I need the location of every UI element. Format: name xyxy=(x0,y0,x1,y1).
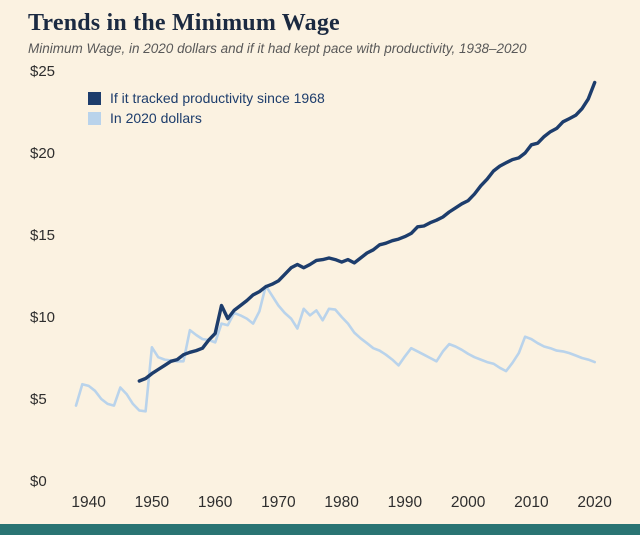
series-line-if-it-tracked-productivity-since-1968 xyxy=(137,80,597,383)
x-tick-label: 1970 xyxy=(261,494,296,511)
x-tick-label: 2010 xyxy=(514,494,549,511)
legend-label: In 2020 dollars xyxy=(110,110,202,126)
legend-item-2020-dollars: In 2020 dollars xyxy=(88,110,325,126)
chart-header: Trends in the Minimum Wage Minimum Wage,… xyxy=(0,0,640,56)
legend-label: If it tracked productivity since 1968 xyxy=(110,90,325,106)
x-tick-label: 1960 xyxy=(198,494,233,511)
y-tick-label: $10 xyxy=(30,309,55,326)
legend-swatch xyxy=(88,91,101,105)
x-tick-label: 2000 xyxy=(451,494,486,511)
chart-subtitle: Minimum Wage, in 2020 dollars and if it … xyxy=(28,41,527,56)
y-tick-label: $5 xyxy=(30,391,47,408)
chart-legend: If it tracked productivity since 1968 In… xyxy=(88,90,325,126)
x-tick-label: 1940 xyxy=(71,494,106,511)
y-tick-label: $0 xyxy=(30,473,47,490)
footer-accent-bar xyxy=(0,524,640,535)
series-line-in-2020-dollars xyxy=(74,284,597,413)
x-tick-label: 2020 xyxy=(577,494,612,511)
page-title: Trends in the Minimum Wage xyxy=(28,10,340,36)
x-tick-label: 1990 xyxy=(388,494,423,511)
y-tick-label: $25 xyxy=(30,63,55,80)
line-chart: $0 $5 $10 $15 $20 $25 1940 1950 1960 1970 1980 1990… xyxy=(30,63,612,511)
x-tick-label: 1950 xyxy=(135,494,170,511)
legend-item-productivity: If it tracked productivity since 1968 xyxy=(88,90,325,106)
y-tick-label: $15 xyxy=(30,227,55,244)
x-tick-label: 1980 xyxy=(324,494,359,511)
legend-swatch xyxy=(88,111,101,125)
y-tick-label: $20 xyxy=(30,145,55,162)
